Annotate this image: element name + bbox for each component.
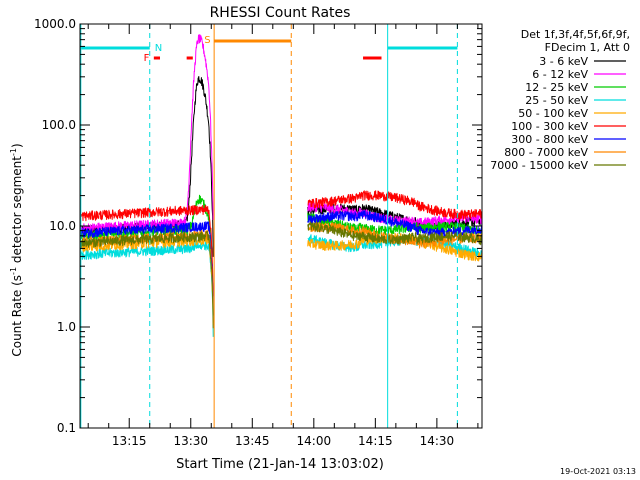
- axis-layer: 1000.0 100.0 10.0 1.0 0.1 13:15 13:30 13:45 14:0…: [34, 17, 483, 448]
- annotation-f: F: [144, 53, 150, 64]
- y-tick-label: 100.0: [42, 118, 76, 132]
- series-layer: [79, 34, 483, 337]
- series-100-300-kev-before-gap: [79, 204, 214, 297]
- legend-header-line2: FDecim 1, Att 0: [545, 41, 630, 54]
- x-tick-label: 14:00: [297, 434, 332, 448]
- generation-timestamp: 19-Oct-2021 03:13: [560, 467, 636, 476]
- series-25-50-kev-before-gap: [79, 239, 214, 337]
- y-axis-label-main: Count Rate (s: [10, 275, 24, 357]
- y-tick-label: 10.0: [49, 219, 76, 233]
- series-7000-15000-kev-before-gap: [79, 230, 214, 329]
- chart-title: RHESSI Count Rates: [210, 5, 351, 21]
- y-tick-label: 1000.0: [34, 17, 76, 31]
- y-axis-label-end: ): [10, 143, 24, 148]
- legend-entry-label: 300 - 800 keV: [511, 133, 588, 146]
- series-300-800-kev-after-gap: [307, 210, 483, 238]
- legend-entry-label: 12 - 25 keV: [525, 81, 588, 94]
- marker-layer: NF S: [80, 24, 458, 428]
- x-tick-label: 14:30: [420, 434, 455, 448]
- y-axis-label: Count Rate (s-1 detector segment-1): [9, 143, 24, 356]
- series-12-25-kev-after-gap: [307, 212, 483, 236]
- legend-header-line1: Det 1f,3f,4f,5f,6f,9f,: [521, 28, 630, 41]
- legend-entry-label: 7000 - 15000 keV: [490, 159, 588, 172]
- annotation-n: N: [155, 43, 162, 54]
- series-7000-15000-kev-after-gap: [307, 221, 483, 246]
- series-100-300-kev-after-gap: [307, 190, 483, 220]
- annotation-s: S: [204, 35, 210, 46]
- legend-entry-label: 50 - 100 keV: [518, 107, 588, 120]
- y-axis-label-sup1: -1: [9, 267, 18, 275]
- y-tick-label: 1.0: [57, 320, 76, 334]
- legend-entry-label: 3 - 6 keV: [539, 55, 588, 68]
- y-tick-label: 0.1: [57, 421, 76, 435]
- x-tick-label: 13:30: [173, 434, 208, 448]
- x-tick-label: 14:15: [358, 434, 393, 448]
- legend-entry-label: 25 - 50 keV: [525, 94, 588, 107]
- y-axis-label-mid: detector segment: [10, 156, 24, 267]
- x-axis-label: Start Time (21-Jan-14 13:03:02): [176, 457, 384, 472]
- legend-entry-label: 100 - 300 keV: [511, 120, 588, 133]
- x-tick-label: 13:45: [235, 434, 270, 448]
- y-axis-label-sup2: -1: [9, 148, 18, 156]
- series-300-800-kev-before-gap: [79, 221, 214, 315]
- x-tick-label: 13:15: [112, 434, 147, 448]
- legend-entry-label: 6 - 12 keV: [532, 68, 588, 81]
- legend: Det 1f,3f,4f,5f,6f,9f, FDecim 1, Att 0 3…: [490, 28, 630, 172]
- legend-entry-label: 800 - 7000 keV: [504, 146, 588, 159]
